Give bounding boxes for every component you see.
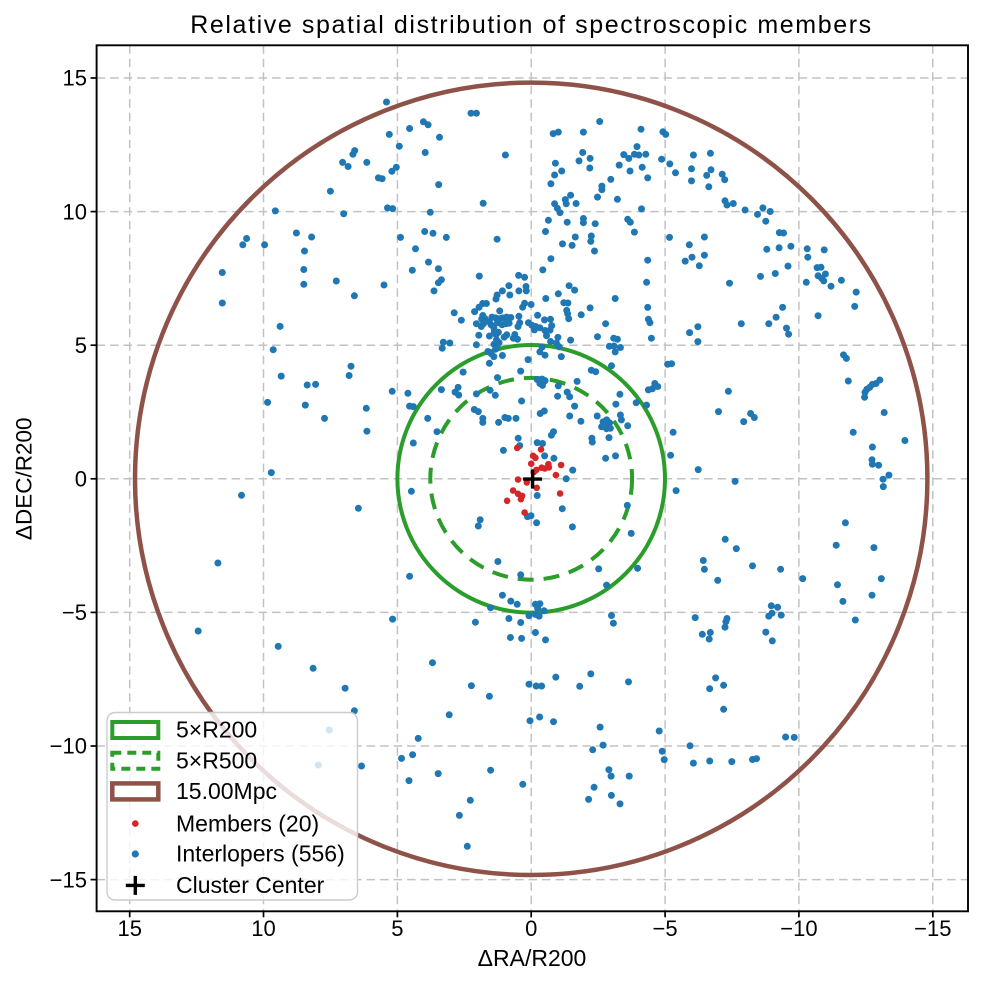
svg-text:Relative spatial distribution: Relative spatial distribution of spectro… — [190, 11, 873, 39]
svg-text:ΔRA/R200: ΔRA/R200 — [478, 945, 587, 971]
svg-text:−10: −10 — [50, 734, 87, 759]
svg-text:15.00Mpc: 15.00Mpc — [176, 778, 277, 804]
svg-text:−10: −10 — [780, 916, 817, 941]
svg-text:−15: −15 — [50, 867, 87, 892]
svg-text:5: 5 — [391, 916, 403, 941]
svg-text:−5: −5 — [62, 600, 87, 625]
svg-text:5×R500: 5×R500 — [176, 747, 257, 773]
svg-text:0: 0 — [75, 467, 87, 492]
svg-text:ΔDEC/R200: ΔDEC/R200 — [12, 418, 37, 541]
svg-text:Cluster Center: Cluster Center — [176, 872, 325, 898]
svg-text:0: 0 — [525, 916, 537, 941]
svg-text:15: 15 — [63, 66, 87, 91]
svg-text:5: 5 — [75, 333, 87, 358]
svg-text:10: 10 — [251, 916, 275, 941]
svg-text:−15: −15 — [914, 916, 951, 941]
svg-text:15: 15 — [117, 916, 141, 941]
svg-text:10: 10 — [63, 199, 87, 224]
svg-text:Members (20): Members (20) — [176, 810, 319, 836]
svg-text:Interlopers (556): Interlopers (556) — [176, 841, 345, 867]
svg-text:−5: −5 — [653, 916, 678, 941]
svg-text:5×R200: 5×R200 — [176, 717, 257, 743]
